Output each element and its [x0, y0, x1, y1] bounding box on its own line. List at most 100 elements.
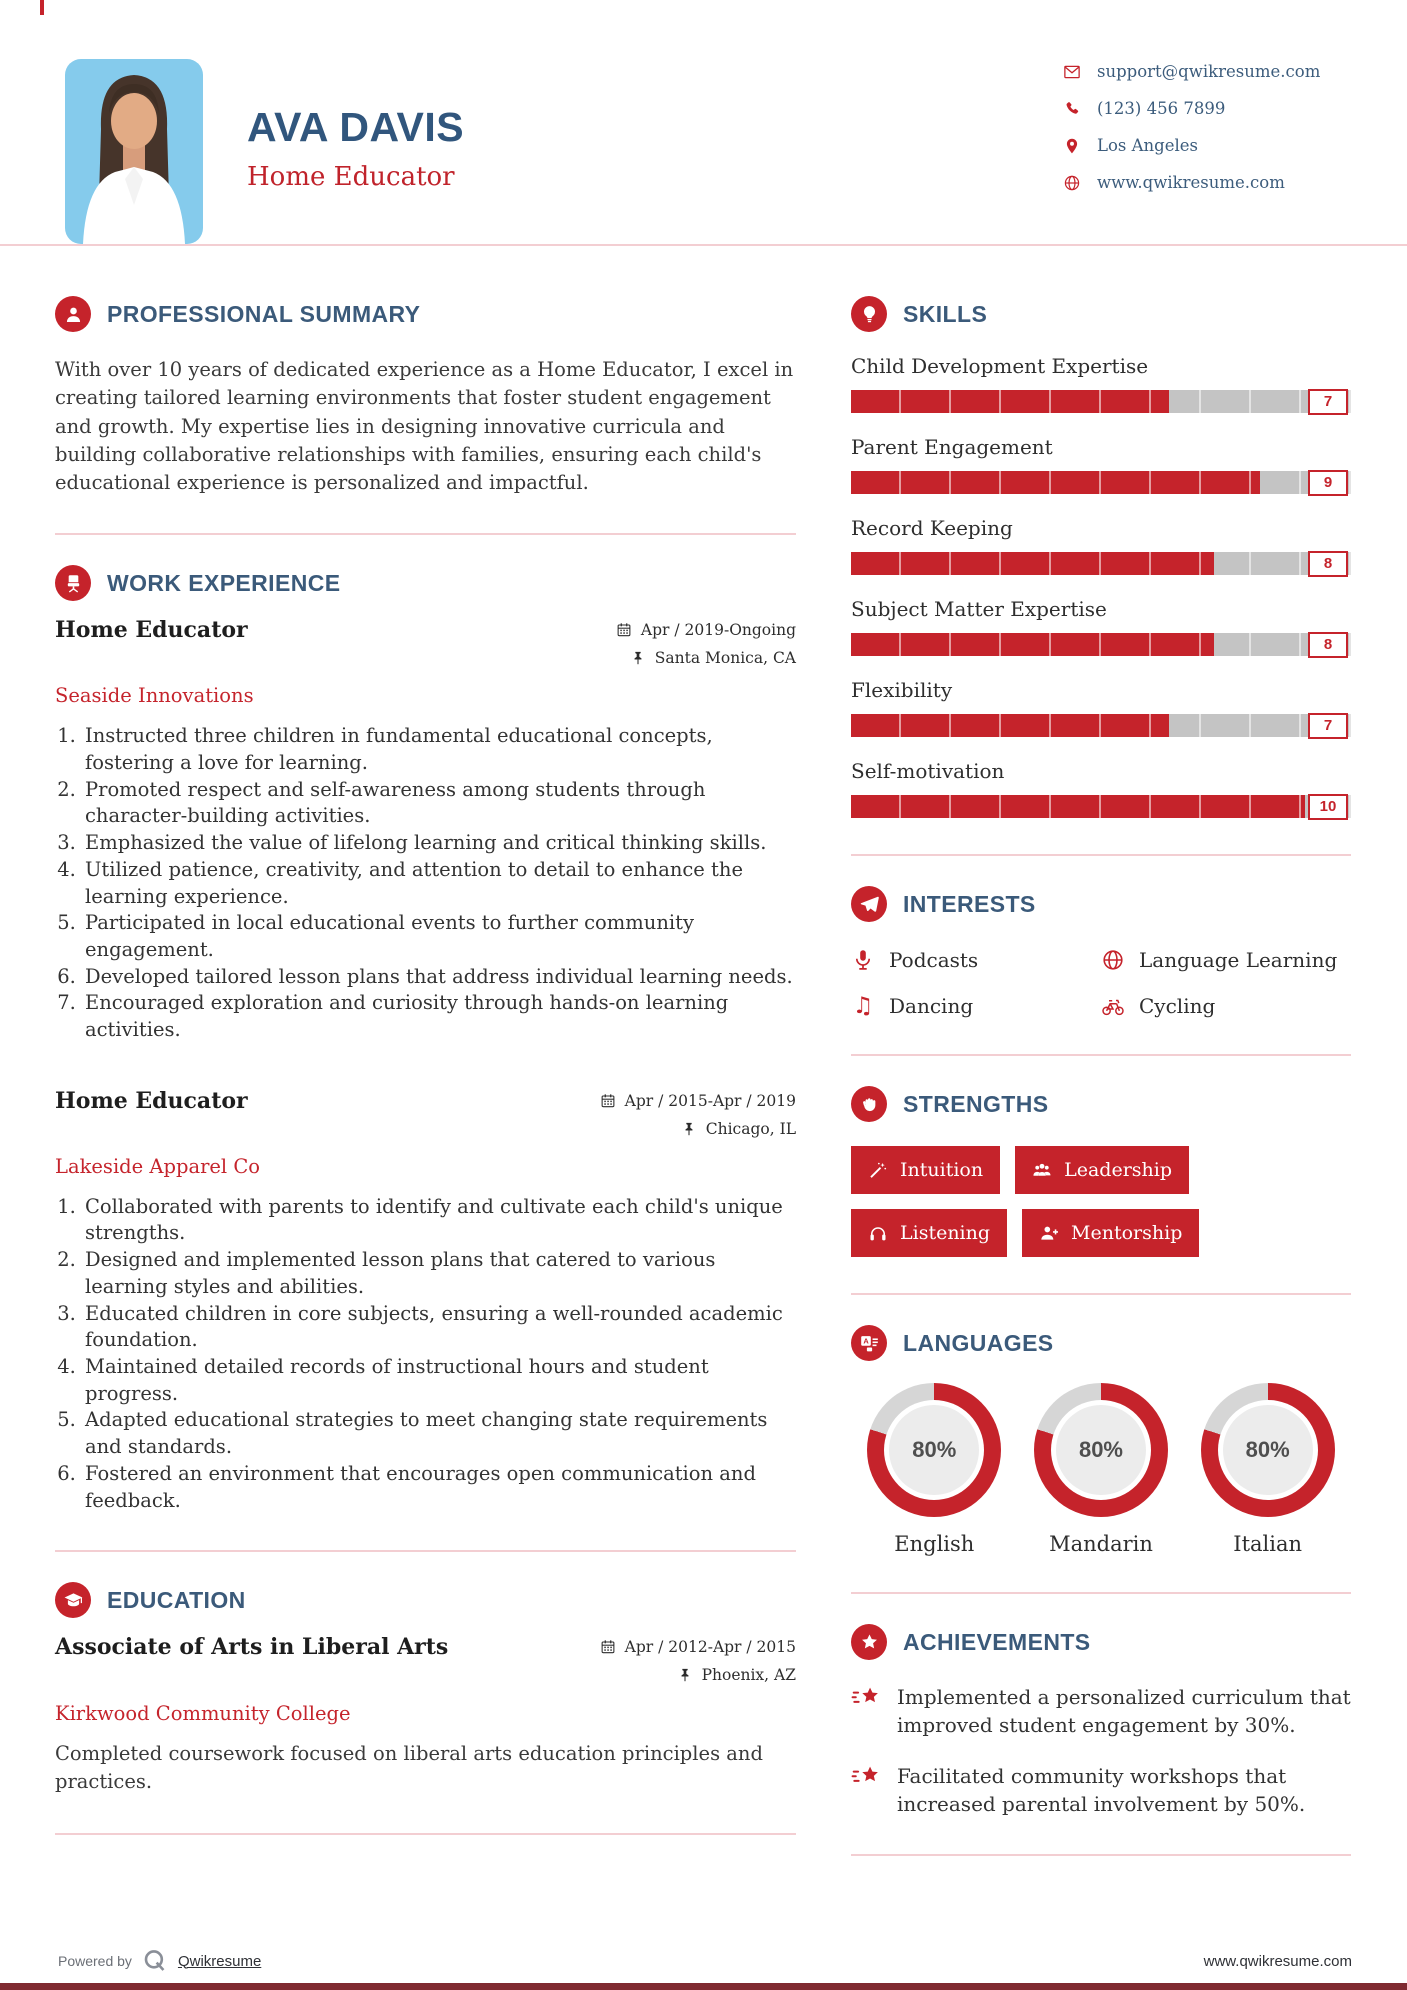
- job-bullet: Participated in local educational events…: [82, 910, 796, 963]
- language-item: 80% Mandarin: [1033, 1383, 1168, 1556]
- globe-icon: [1063, 174, 1081, 192]
- donut-hole: 80%: [1217, 1400, 1318, 1500]
- job-bullet: Utilized patience, creativity, and atten…: [82, 857, 796, 910]
- job-dates: Apr / 2019-Ongoing: [640, 621, 796, 640]
- job-bullet: Promoted respect and self-awareness amon…: [82, 777, 796, 830]
- job-location-row: Santa Monica, CA: [616, 649, 796, 667]
- skill-label: Self-motivation: [851, 759, 1005, 783]
- magic-wand-icon: [868, 1160, 888, 1180]
- job-bullet: Emphasized the value of lifelong learnin…: [82, 830, 796, 857]
- skill-score: 10: [1308, 793, 1348, 820]
- summary-text: With over 10 years of dedicated experien…: [55, 358, 794, 495]
- map-pin-icon: [1063, 137, 1081, 155]
- job-head: Home Educator Apr / 2019-Ongoing: [55, 617, 796, 677]
- language-donut: 80%: [1200, 1383, 1335, 1517]
- skill-bar-ticks: [851, 714, 1351, 737]
- skill-label: Subject Matter Expertise: [851, 597, 1107, 621]
- divider: [55, 1832, 796, 1835]
- job-dates-row: Apr / 2015-Apr / 2019: [600, 1092, 796, 1110]
- skill-score: 7: [1308, 712, 1348, 739]
- shooting-star-icon: [851, 1684, 881, 1739]
- skill-bar-ticks: [851, 471, 1351, 494]
- footer-website[interactable]: www.qwikresume.com: [1203, 1952, 1352, 1970]
- pushpin-icon: [681, 1121, 697, 1137]
- portrait-illustration: [65, 59, 203, 244]
- job-bullet: Maintained detailed records of instructi…: [82, 1354, 796, 1407]
- main-content: PROFESSIONAL SUMMARY With over 10 years …: [0, 246, 1407, 1886]
- phone-icon: [1063, 100, 1081, 118]
- job-bullet: Developed tailored lesson plans that add…: [82, 964, 796, 991]
- section-interests: INTERESTS Podcasts Language Learning: [851, 886, 1351, 1018]
- contact-website[interactable]: www.qwikresume.com: [1063, 173, 1355, 192]
- header-divider: [0, 244, 1407, 246]
- person-icon: [55, 296, 91, 332]
- job-company: Lakeside Apparel Co: [55, 1154, 261, 1178]
- strength-badge: Mentorship: [1022, 1209, 1200, 1257]
- skill-bar-ticks: [851, 633, 1351, 656]
- summary-header: PROFESSIONAL SUMMARY: [55, 296, 796, 332]
- divider: [851, 1054, 1351, 1056]
- languages-header: A LANGUAGES: [851, 1325, 1351, 1361]
- job-head: Home Educator Apr / 2015-Apr / 2019: [55, 1088, 796, 1148]
- paper-plane-icon: [851, 886, 887, 922]
- profile-photo: [65, 59, 203, 244]
- divider: [55, 1550, 796, 1553]
- strength-badge: Leadership: [1015, 1146, 1189, 1194]
- language-label: Italian: [1233, 1532, 1303, 1556]
- education-description: Completed coursework focused on liberal …: [55, 1742, 763, 1794]
- skill-bar: 10: [851, 793, 1351, 820]
- divider: [851, 854, 1351, 856]
- achievement-text: Facilitated community workshops that inc…: [897, 1764, 1306, 1816]
- calendar-icon: [600, 1639, 616, 1655]
- translate-icon: A: [851, 1325, 887, 1361]
- job-dates-row: Apr / 2019-Ongoing: [616, 621, 796, 639]
- envelope-icon: [1063, 63, 1081, 81]
- strengths-badges: Intuition Leadership Listening: [851, 1146, 1351, 1257]
- skill-score: 9: [1308, 469, 1348, 496]
- job-entry: Home Educator Apr / 2019-Ongoing: [55, 617, 796, 1043]
- contact-location[interactable]: Los Angeles: [1063, 136, 1355, 155]
- achievements-header: ACHIEVEMENTS: [851, 1624, 1351, 1660]
- skill-label: Parent Engagement: [851, 435, 1053, 459]
- languages-heading: LANGUAGES: [903, 1329, 1054, 1356]
- calendar-icon: [616, 622, 632, 638]
- section-achievements: ACHIEVEMENTS Implemented a personalized …: [851, 1624, 1351, 1818]
- contact-email[interactable]: support@qwikresume.com: [1063, 62, 1355, 81]
- office-chair-icon: [55, 565, 91, 602]
- interest-label: Dancing: [889, 994, 974, 1018]
- skill-score: 7: [1308, 388, 1348, 415]
- job-location: Chicago, IL: [705, 1119, 796, 1138]
- user-plus-icon: [1039, 1223, 1059, 1243]
- contact-phone[interactable]: (123) 456 7899: [1063, 99, 1355, 118]
- skill-row: Self-motivation 10: [851, 759, 1351, 820]
- candidate-title: Home Educator: [247, 162, 455, 192]
- interest-item: Cycling: [1101, 994, 1351, 1018]
- strength-label: Mentorship: [1071, 1222, 1183, 1244]
- language-item: 80% Italian: [1200, 1383, 1335, 1556]
- skill-bar: 7: [851, 712, 1351, 739]
- job-location: Santa Monica, CA: [654, 649, 796, 668]
- job-title: Home Educator: [55, 617, 248, 644]
- interests-header: INTERESTS: [851, 886, 1351, 922]
- skill-row: Record Keeping 8: [851, 516, 1351, 577]
- qwikresume-link[interactable]: Qwikresume: [177, 1952, 262, 1970]
- contact-list: support@qwikresume.com (123) 456 7899 Lo…: [1063, 59, 1355, 210]
- star-badge-icon: [851, 1624, 887, 1660]
- interests-grid: Podcasts Language Learning ♫ Dancing: [851, 948, 1351, 1018]
- job-bullet: Encouraged exploration and curiosity thr…: [82, 990, 796, 1043]
- skill-bar: 9: [851, 469, 1351, 496]
- skills-header: SKILLS: [851, 296, 1351, 332]
- globe-icon: [1101, 948, 1125, 972]
- contact-phone-text: (123) 456 7899: [1097, 99, 1226, 118]
- interest-item: Podcasts: [851, 948, 1101, 972]
- divider: [851, 1592, 1351, 1594]
- job-bullet: Educated children in core subjects, ensu…: [82, 1301, 796, 1354]
- skill-bar-ticks: [851, 552, 1351, 575]
- education-head: Associate of Arts in Liberal Arts Apr / …: [55, 1634, 796, 1694]
- users-icon: [1032, 1160, 1052, 1180]
- work-header: WORK EXPERIENCE: [55, 565, 796, 602]
- section-work-experience: WORK EXPERIENCE Home Educator Apr / 2019…: [55, 565, 796, 1514]
- job-company: Seaside Innovations: [55, 684, 254, 708]
- language-percent: 80%: [1222, 1405, 1313, 1495]
